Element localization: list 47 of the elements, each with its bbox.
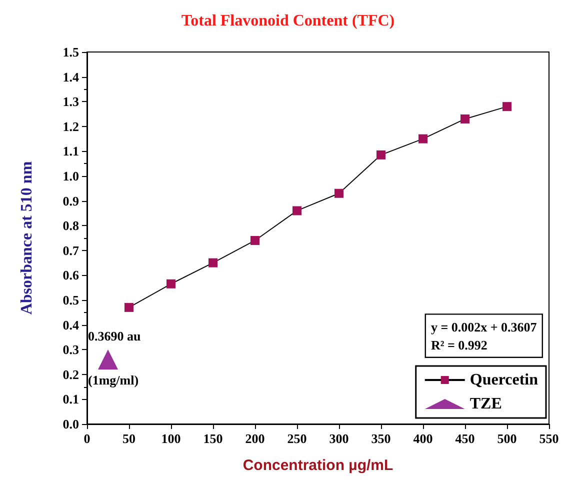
point — [208, 258, 218, 268]
y-tick-label: 0.4 — [62, 317, 80, 332]
y-tick-label: 1.2 — [62, 118, 79, 134]
x-tick-label: 350 — [371, 431, 391, 446]
annotation: y = 0.002x + 0.3607 R² = 0.992 — [430, 319, 538, 352]
legend-label: TZE — [470, 396, 502, 412]
y-tick-label: 0.0 — [62, 416, 79, 432]
point — [502, 102, 512, 112]
point — [418, 134, 428, 144]
x-tick-label: 100 — [161, 431, 181, 446]
y-tick-label: 0.1 — [62, 392, 79, 407]
point — [98, 350, 118, 370]
point — [376, 150, 386, 160]
x-axis-title: Concentration µg/mL — [242, 457, 394, 474]
x-tick-label: 450 — [455, 431, 475, 446]
y-tick-label: 1.5 — [62, 44, 80, 60]
y-tick-label: 1.1 — [62, 144, 79, 159]
y-tick-label: 0.8 — [62, 218, 80, 234]
x-tick-label: 500 — [497, 431, 517, 446]
y-tick-label: 0.9 — [62, 193, 80, 208]
y-tick-label: 1.3 — [62, 94, 80, 110]
chart-title: Total Flavonoid Content (TFC) — [181, 12, 395, 30]
x-tick-label: 200 — [245, 431, 265, 446]
y-tick-label: 0.5 — [62, 292, 80, 308]
x-tick-label: 250 — [287, 431, 307, 446]
y-tick-label: 1.0 — [62, 168, 79, 184]
y-tick-label: 1.4 — [62, 69, 80, 84]
point — [166, 279, 176, 288]
x-tick-label: 0 — [84, 431, 90, 446]
x-tick-label: 550 — [539, 431, 559, 446]
annotation: (1mg/ml) — [88, 372, 139, 388]
point — [124, 302, 134, 312]
y-tick-label: 0.7 — [62, 242, 80, 258]
point — [334, 188, 344, 198]
y-tick-label: 0.6 — [62, 268, 80, 283]
point — [460, 114, 470, 124]
y-tick-label: 0.3 — [62, 342, 80, 358]
point — [250, 236, 260, 245]
y-tick-label: 0.2 — [62, 366, 79, 382]
annotation: 0.3690 au — [88, 328, 141, 344]
x-tick-label: 400 — [413, 431, 433, 446]
y-axis-title: Absorbance at 510 nm — [18, 160, 36, 315]
point — [292, 206, 302, 216]
legend-label: Quercetin — [470, 372, 538, 388]
x-tick-label: 300 — [329, 431, 349, 446]
x-tick-label: 150 — [203, 431, 223, 446]
x-tick-label: 50 — [122, 431, 136, 446]
